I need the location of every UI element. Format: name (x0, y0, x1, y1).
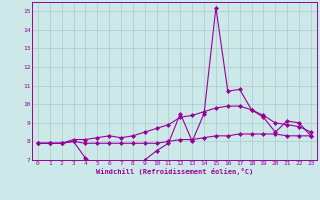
X-axis label: Windchill (Refroidissement éolien,°C): Windchill (Refroidissement éolien,°C) (96, 168, 253, 175)
